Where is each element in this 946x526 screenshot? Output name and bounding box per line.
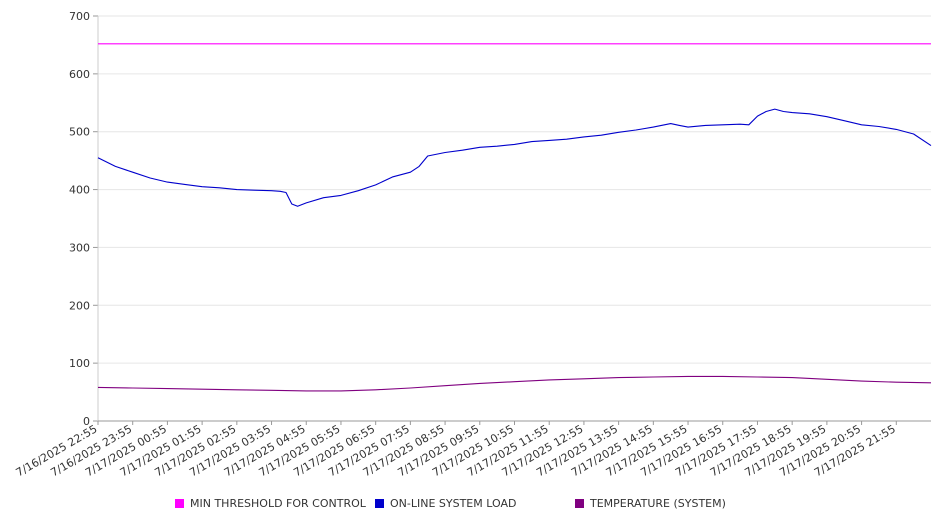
legend-label-system-load: ON-LINE SYSTEM LOAD <box>390 497 517 510</box>
legend-label-min-threshold: MIN THRESHOLD FOR CONTROL <box>190 497 366 510</box>
series-lines <box>97 43 932 392</box>
legend-swatch-temperature <box>575 499 584 508</box>
y-grid-lines <box>98 15 931 364</box>
legend-swatch-min-threshold <box>175 499 184 508</box>
y-tick-label-400: 400 <box>69 184 90 197</box>
chart-legend: MIN THRESHOLD FOR CONTROL ON-LINE SYSTEM… <box>0 497 946 517</box>
temperature-line <box>97 375 932 392</box>
y-tick-labels: 0 100 200 300 400 500 600 700 <box>69 10 90 428</box>
legend-label-temperature: TEMPERATURE (SYSTEM) <box>590 497 726 510</box>
y-tick-label-700: 700 <box>69 10 90 23</box>
y-tick-label-600: 600 <box>69 68 90 81</box>
x-tick-labels: 7/16/2025 22:557/16/2025 23:557/17/2025 … <box>14 422 898 479</box>
legend-swatch-system-load <box>375 499 384 508</box>
legend-item-system-load[interactable]: ON-LINE SYSTEM LOAD <box>375 497 516 510</box>
y-tick-label-300: 300 <box>69 241 90 254</box>
legend-item-min-threshold[interactable]: MIN THRESHOLD FOR CONTROL <box>175 497 366 510</box>
legend-item-temperature[interactable]: TEMPERATURE (SYSTEM) <box>575 497 726 510</box>
y-tick-label-0: 0 <box>83 415 90 428</box>
chart-axes <box>93 15 931 425</box>
y-tick-label-100: 100 <box>69 357 90 370</box>
y-tick-label-500: 500 <box>69 126 90 139</box>
y-tick-label-200: 200 <box>69 299 90 312</box>
system-load-line <box>97 108 932 207</box>
